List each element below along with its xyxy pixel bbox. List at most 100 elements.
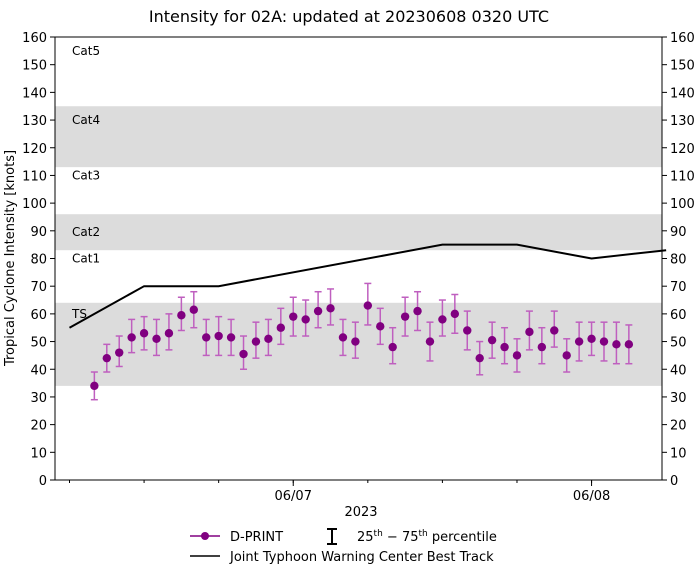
dprint-point-group <box>612 321 621 365</box>
dprint-point <box>301 315 310 324</box>
band-label-cat1: Cat1 <box>72 252 100 266</box>
legend-dprint-marker <box>201 532 209 540</box>
dprint-point-group <box>164 313 174 351</box>
y-tick-label-left: 140 <box>22 86 47 101</box>
dprint-point-group <box>550 310 559 348</box>
y-tick-label-right: 100 <box>670 197 695 212</box>
legend-dprint-label: D-PRINT <box>230 530 283 545</box>
dprint-point-group <box>326 288 335 326</box>
dprint-point <box>413 306 422 316</box>
y-tick-label-left: 150 <box>22 59 47 74</box>
y-tick-label-right: 120 <box>670 142 695 157</box>
dprint-point-group <box>202 318 211 357</box>
plot-frame <box>54 36 663 481</box>
dprint-point <box>537 342 547 352</box>
y-tick-label-left: 100 <box>22 197 47 212</box>
dprint-point-group <box>226 318 236 357</box>
dprint-point-group <box>351 321 360 359</box>
y-tick-label-right: 90 <box>670 225 687 240</box>
dprint-point <box>425 337 435 346</box>
dprint-point-group <box>525 310 534 351</box>
dprint-point-group <box>599 321 609 362</box>
dprint-point <box>438 315 447 324</box>
dprint-point <box>562 351 571 360</box>
y-tick-label-right: 10 <box>670 446 687 461</box>
legend-errorbar-icon <box>327 528 337 545</box>
dprint-point-group <box>400 296 410 337</box>
dprint-point <box>115 348 124 357</box>
dprint-point <box>376 322 385 331</box>
dprint-point-group <box>338 318 348 357</box>
y-tick-label-left: 80 <box>30 253 47 268</box>
dprint-point-group <box>388 326 397 365</box>
y-tick-label-right: 140 <box>670 86 695 101</box>
y-tick-label-right: 50 <box>670 336 687 351</box>
dprint-point <box>624 340 634 349</box>
dprint-point-group <box>376 307 385 346</box>
dprint-point <box>463 326 472 335</box>
dprint-point-group <box>487 321 497 359</box>
dprint-point <box>276 323 286 332</box>
dprint-point-group <box>475 340 484 376</box>
dprint-point <box>612 340 621 349</box>
band-cat2 <box>55 214 662 251</box>
dprint-point-group <box>177 296 186 332</box>
dprint-point <box>487 335 497 345</box>
x-tick-label: 06/07 <box>275 489 312 504</box>
dprint-point-group <box>313 290 323 329</box>
y-axis-label: Tropical Cyclone Intensity [knots] <box>3 150 18 367</box>
dprint-point <box>102 353 111 363</box>
dprint-point-group <box>152 318 161 357</box>
dprint-point <box>313 306 323 316</box>
dprint-point-group <box>500 326 509 365</box>
dprint-point-group <box>574 321 584 362</box>
y-tick-label-left: 90 <box>30 225 47 240</box>
dprint-point <box>90 381 99 391</box>
band-label-cat4: Cat4 <box>72 113 100 127</box>
y-tick-label-left: 70 <box>30 280 47 295</box>
band-label-cat5: Cat5 <box>72 44 100 58</box>
dprint-point <box>251 337 261 346</box>
dprint-point <box>525 327 534 337</box>
dprint-point <box>599 337 609 346</box>
dprint-point-group <box>102 343 111 373</box>
dprint-point <box>139 329 149 338</box>
y-tick-label-left: 50 <box>30 336 47 351</box>
dprint-point <box>388 342 397 352</box>
y-tick-label-right: 70 <box>670 280 687 295</box>
y-tick-label-right: 20 <box>670 419 687 434</box>
dprint-point-group <box>450 293 460 335</box>
dprint-point-group <box>363 282 373 326</box>
y-tick-label-left: 120 <box>22 142 47 157</box>
dprint-point <box>152 334 161 343</box>
dprint-point <box>574 337 584 346</box>
dprint-point-group <box>289 296 298 337</box>
dprint-point <box>550 326 559 335</box>
dprint-point <box>127 333 136 342</box>
dprint-point-group <box>562 338 571 373</box>
y-tick-label-left: 160 <box>22 31 47 46</box>
dprint-point <box>400 312 410 321</box>
chart-title: Intensity for 02A: updated at 20230608 0… <box>149 7 549 26</box>
dprint-point-group <box>264 318 273 357</box>
band-label-cat2: Cat2 <box>72 225 100 239</box>
dprint-point-group <box>537 326 547 365</box>
dprint-point-group <box>425 321 435 362</box>
y-tick-label-left: 110 <box>22 169 47 184</box>
dprint-point-group <box>214 315 223 357</box>
y-tick-label-right: 30 <box>670 391 687 406</box>
dprint-point <box>177 311 186 320</box>
dprint-point <box>338 333 348 342</box>
legend: D-PRINT 25th − 75th percentile Joint Typ… <box>190 528 497 565</box>
band-label-ts: TS <box>71 307 87 321</box>
dprint-point <box>512 351 522 360</box>
best-track-line <box>69 243 667 329</box>
band-cat4 <box>55 106 662 168</box>
dprint-point <box>289 312 298 321</box>
dprint-point <box>164 329 174 338</box>
dprint-point <box>326 304 335 313</box>
dprint-point-group <box>239 335 248 370</box>
dprint-point <box>587 334 596 343</box>
